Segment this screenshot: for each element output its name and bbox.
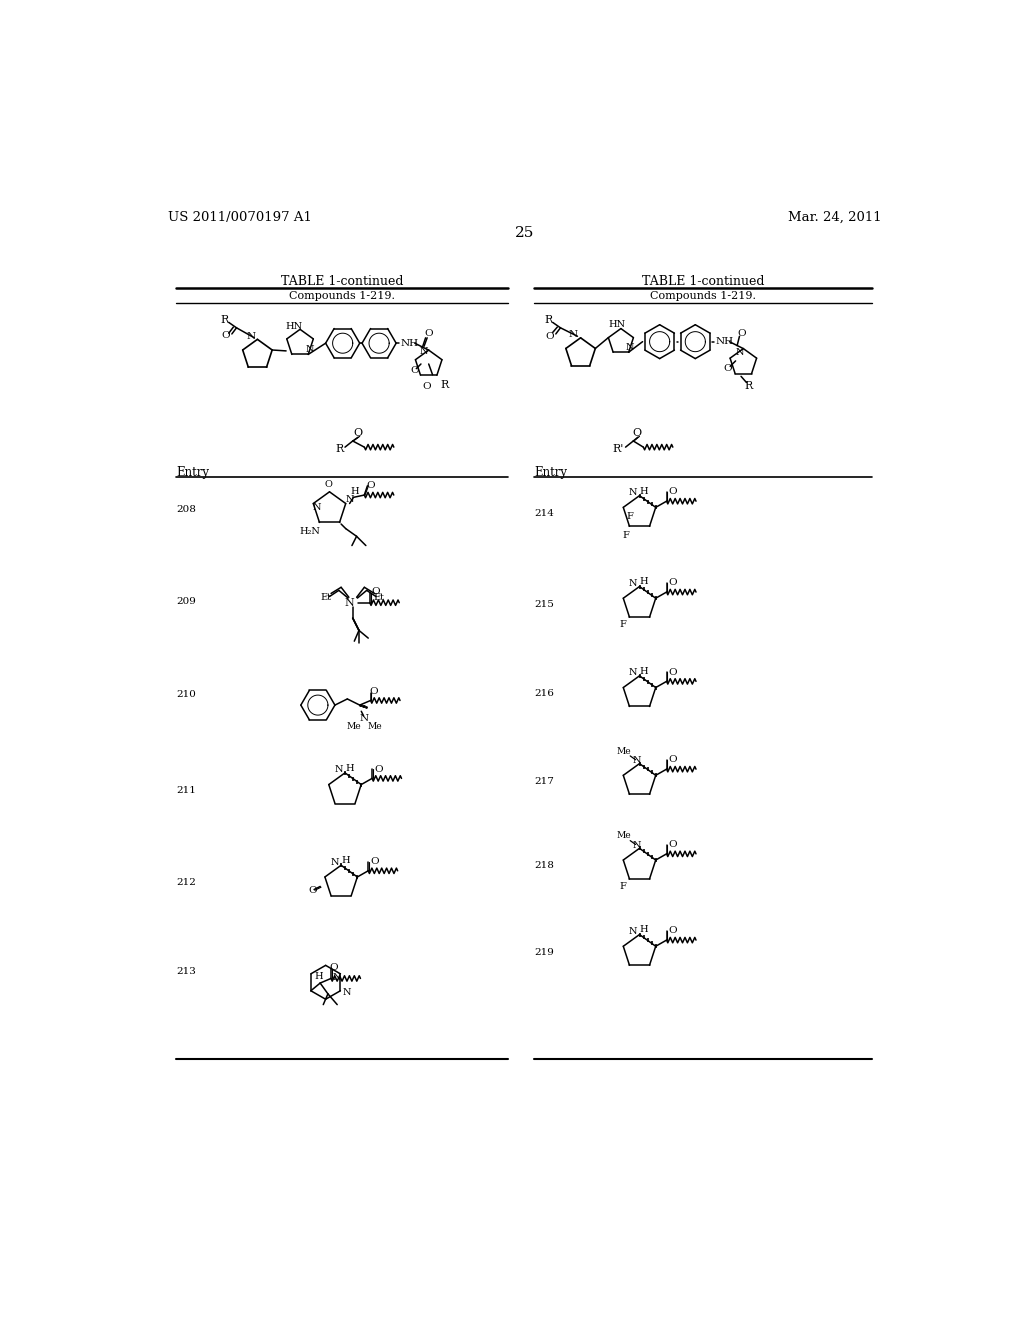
Text: 213: 213 bbox=[176, 966, 196, 975]
Text: O: O bbox=[669, 755, 677, 764]
Text: 215: 215 bbox=[535, 599, 554, 609]
Text: O: O bbox=[411, 366, 419, 375]
Text: HN: HN bbox=[608, 321, 626, 329]
Text: N: N bbox=[332, 973, 341, 982]
Text: O: O bbox=[353, 428, 362, 438]
Text: O: O bbox=[669, 487, 677, 496]
Text: 216: 216 bbox=[535, 689, 554, 698]
Text: R: R bbox=[544, 315, 552, 325]
Text: HN: HN bbox=[286, 322, 302, 331]
Text: O: O bbox=[669, 668, 677, 677]
Text: Mar. 24, 2011: Mar. 24, 2011 bbox=[787, 211, 882, 224]
Text: TABLE 1-continued: TABLE 1-continued bbox=[642, 276, 764, 289]
Text: H: H bbox=[640, 667, 648, 676]
Text: O: O bbox=[546, 331, 554, 341]
Text: O: O bbox=[367, 482, 375, 490]
Text: O: O bbox=[669, 927, 677, 936]
Text: N: N bbox=[305, 345, 313, 354]
Text: N: N bbox=[342, 987, 351, 997]
Text: O: O bbox=[422, 383, 431, 391]
Text: N: N bbox=[629, 927, 638, 936]
Text: Compounds 1-219.: Compounds 1-219. bbox=[289, 290, 395, 301]
Text: 212: 212 bbox=[176, 878, 196, 887]
Text: H: H bbox=[341, 857, 350, 865]
Text: N: N bbox=[335, 766, 343, 775]
Text: N: N bbox=[359, 714, 369, 723]
Text: R: R bbox=[220, 315, 228, 325]
Text: O: O bbox=[370, 857, 379, 866]
Text: N: N bbox=[345, 598, 354, 607]
Text: NH: NH bbox=[400, 339, 419, 347]
Text: 219: 219 bbox=[535, 948, 554, 957]
Text: N: N bbox=[626, 343, 635, 352]
Text: N: N bbox=[313, 503, 322, 512]
Text: O: O bbox=[724, 364, 732, 374]
Text: TABLE 1-continued: TABLE 1-continued bbox=[281, 276, 403, 289]
Text: 218: 218 bbox=[535, 862, 554, 870]
Text: O: O bbox=[370, 686, 378, 696]
Text: O: O bbox=[308, 886, 316, 895]
Text: N: N bbox=[632, 756, 641, 766]
Text: F: F bbox=[620, 620, 627, 630]
Text: O: O bbox=[424, 329, 433, 338]
Text: NH: NH bbox=[716, 337, 733, 346]
Text: Compounds 1-219.: Compounds 1-219. bbox=[650, 290, 756, 301]
Text: H: H bbox=[640, 925, 648, 935]
Text: 217: 217 bbox=[535, 776, 554, 785]
Text: Me: Me bbox=[616, 747, 632, 756]
Text: R': R' bbox=[613, 444, 625, 454]
Text: Entry: Entry bbox=[176, 466, 209, 479]
Text: N: N bbox=[331, 858, 339, 867]
Text: O: O bbox=[669, 578, 677, 587]
Text: N: N bbox=[420, 347, 428, 356]
Text: H: H bbox=[640, 577, 648, 586]
Text: O: O bbox=[374, 764, 383, 774]
Text: O: O bbox=[633, 428, 642, 438]
Text: 25: 25 bbox=[515, 226, 535, 240]
Text: F: F bbox=[623, 531, 629, 540]
Text: N: N bbox=[736, 348, 744, 356]
Text: N: N bbox=[345, 495, 354, 504]
Text: O: O bbox=[330, 964, 338, 972]
Text: H: H bbox=[640, 487, 648, 495]
Text: N: N bbox=[568, 330, 578, 339]
Text: R: R bbox=[336, 444, 344, 454]
Text: O: O bbox=[325, 479, 333, 488]
Text: O: O bbox=[737, 329, 746, 338]
Text: R: R bbox=[744, 380, 753, 391]
Text: 211: 211 bbox=[176, 785, 196, 795]
Text: Me: Me bbox=[346, 722, 360, 731]
Text: R: R bbox=[440, 380, 449, 389]
Text: H: H bbox=[350, 487, 359, 496]
Text: N: N bbox=[632, 841, 641, 850]
Text: N: N bbox=[629, 579, 638, 587]
Text: O: O bbox=[669, 840, 677, 849]
Text: Me: Me bbox=[616, 832, 632, 841]
Text: F: F bbox=[626, 512, 633, 521]
Text: US 2011/0070197 A1: US 2011/0070197 A1 bbox=[168, 211, 312, 224]
Text: H₂N: H₂N bbox=[300, 527, 321, 536]
Text: Et: Et bbox=[374, 593, 385, 602]
Text: H: H bbox=[314, 973, 323, 981]
Text: Et: Et bbox=[321, 593, 332, 602]
Text: O: O bbox=[372, 587, 380, 597]
Text: 210: 210 bbox=[176, 689, 196, 698]
Text: Entry: Entry bbox=[535, 466, 567, 479]
Text: 214: 214 bbox=[535, 508, 554, 517]
Text: N: N bbox=[629, 488, 638, 498]
Text: O: O bbox=[221, 331, 230, 341]
Text: F: F bbox=[620, 882, 627, 891]
Text: Me: Me bbox=[368, 722, 383, 731]
Text: 208: 208 bbox=[176, 506, 196, 513]
Text: N: N bbox=[247, 331, 256, 341]
Text: 209: 209 bbox=[176, 597, 196, 606]
Text: N: N bbox=[629, 668, 638, 677]
Text: H: H bbox=[345, 764, 354, 772]
